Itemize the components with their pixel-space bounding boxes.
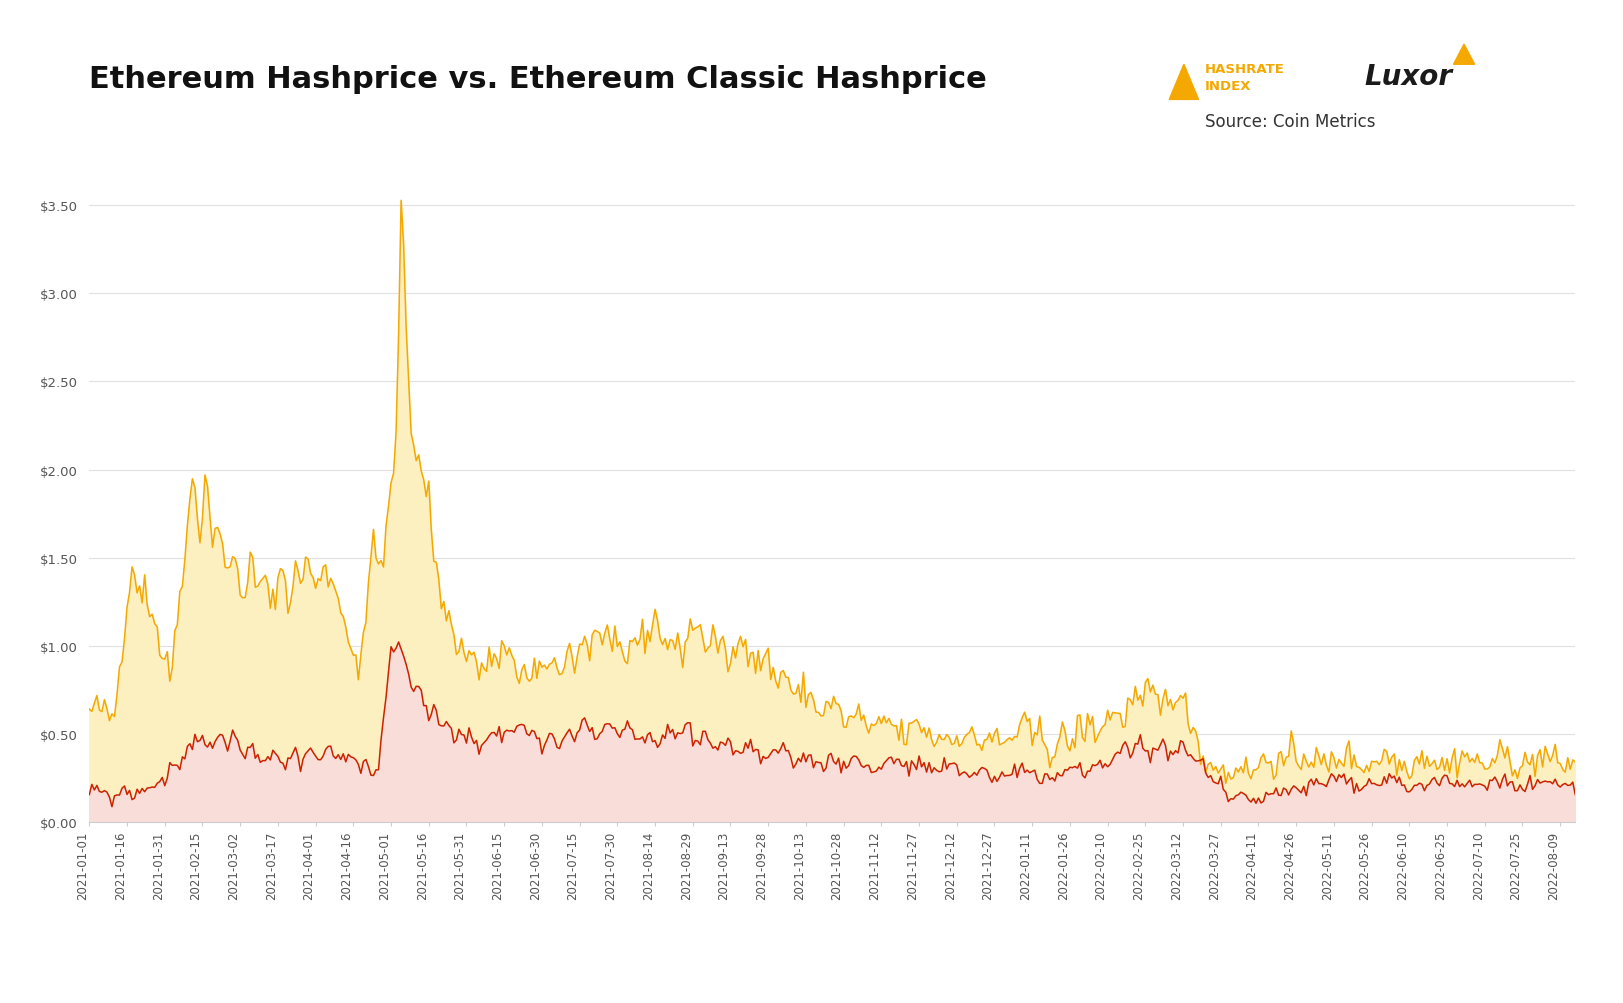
Text: Luxor: Luxor [1363, 63, 1451, 91]
Text: Source: Coin Metrics: Source: Coin Metrics [1204, 113, 1375, 131]
Text: HASHRATE
INDEX: HASHRATE INDEX [1204, 63, 1284, 92]
Text: Ethereum Hashprice vs. Ethereum Classic Hashprice: Ethereum Hashprice vs. Ethereum Classic … [89, 65, 987, 94]
